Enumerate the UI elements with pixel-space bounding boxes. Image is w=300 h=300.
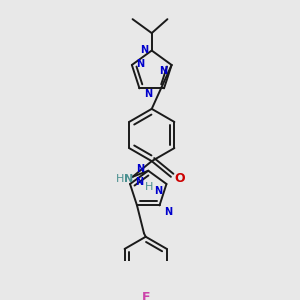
Text: H: H <box>116 174 124 184</box>
Text: N: N <box>144 89 152 99</box>
Text: N: N <box>164 207 172 218</box>
Text: N: N <box>135 177 143 187</box>
Text: O: O <box>174 172 185 185</box>
Text: N: N <box>140 45 148 55</box>
Text: N: N <box>136 59 144 69</box>
Text: N: N <box>154 186 162 196</box>
Text: F: F <box>142 291 150 300</box>
Text: N: N <box>124 174 134 184</box>
Text: H: H <box>145 182 153 193</box>
Text: N: N <box>136 164 145 174</box>
Text: N: N <box>159 66 167 76</box>
